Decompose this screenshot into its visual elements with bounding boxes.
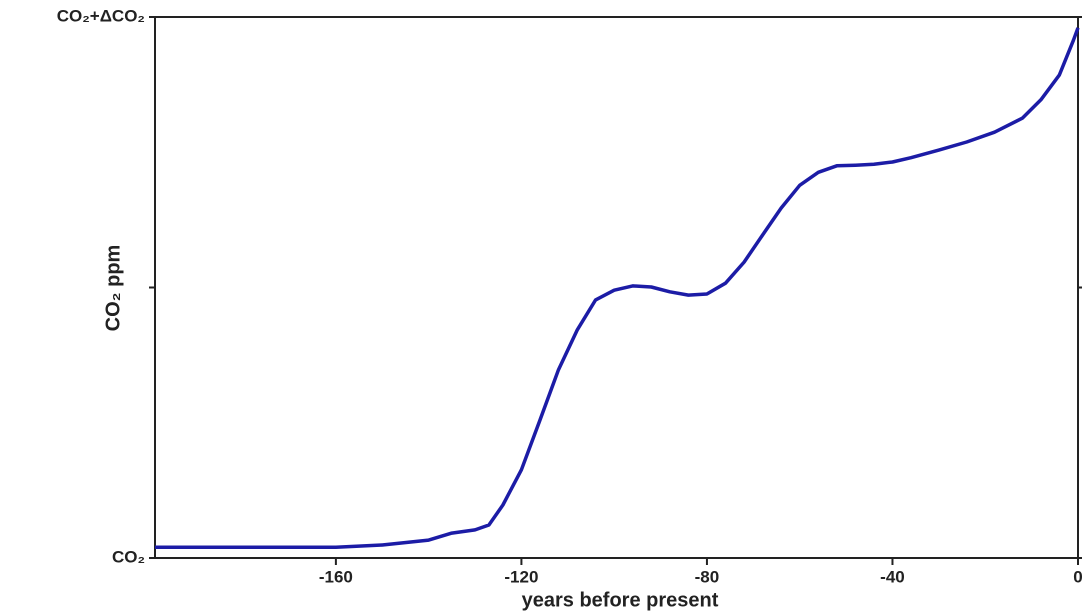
plot-frame [154, 16, 1079, 559]
x-axis-title: years before present [522, 589, 719, 611]
y-axis-title: CO₂ ppm [102, 245, 124, 332]
data-line [155, 27, 1080, 549]
y-tick-label: CO₂ [112, 547, 145, 566]
x-tick-label: -120 [504, 567, 538, 586]
x-tick-label: -160 [319, 567, 353, 586]
x-tick-label: -80 [695, 567, 720, 586]
x-tick-label: -40 [880, 567, 905, 586]
y-tick-label: CO₂+ΔCO₂ [57, 6, 145, 25]
x-tick-label: 0 [1073, 567, 1082, 586]
